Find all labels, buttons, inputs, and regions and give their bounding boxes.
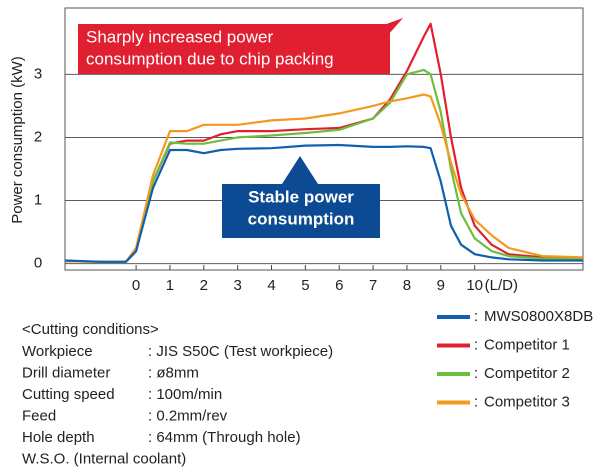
- legend-prefix: :: [474, 365, 478, 382]
- condition-label: Workpiece: [22, 343, 93, 360]
- condition-label: Feed: [22, 407, 56, 424]
- condition-value: : 0.2mm/rev: [148, 407, 228, 424]
- y-tick-label: 2: [34, 128, 42, 145]
- annotation-box: [222, 184, 380, 238]
- x-tick-label: 5: [301, 277, 309, 294]
- legend-label: Competitor 2: [484, 365, 570, 382]
- y-tick-label: 0: [34, 255, 42, 272]
- series-line: [64, 93, 584, 263]
- legend-prefix: :: [474, 393, 478, 410]
- condition-label: Hole depth: [22, 429, 95, 446]
- x-tick-label: 10: [466, 277, 483, 294]
- y-tick-label: 1: [34, 192, 42, 209]
- x-tick-label: 9: [437, 277, 445, 294]
- x-tick-label: 1: [166, 277, 174, 294]
- annotation-pointer: [282, 156, 318, 184]
- condition-label: W.S.O. (Internal coolant): [22, 450, 186, 467]
- x-tick-label: 3: [233, 277, 241, 294]
- legend-prefix: :: [474, 336, 478, 353]
- annotation-text: consumption: [248, 209, 355, 228]
- x-tick-label: 0: [132, 277, 140, 294]
- x-tick-label: 7: [369, 277, 377, 294]
- x-tick-label: 6: [335, 277, 343, 294]
- condition-label: Drill diameter: [22, 364, 110, 381]
- annotation-text: consumption due to chip packing: [86, 49, 334, 68]
- x-axis-unit: (L/D): [485, 277, 518, 294]
- condition-value: : JIS S50C (Test workpiece): [148, 343, 333, 360]
- legend-label: Competitor 1: [484, 336, 570, 353]
- conditions-title: <Cutting conditions>: [22, 321, 159, 338]
- annotation-box: [78, 24, 390, 74]
- x-tick-label: 8: [403, 277, 411, 294]
- y-tick-label: 3: [34, 65, 42, 82]
- legend-prefix: :: [474, 308, 478, 325]
- x-tick-label: 4: [267, 277, 275, 294]
- condition-value: : 64mm (Through hole): [148, 429, 301, 446]
- series-line: [64, 68, 584, 263]
- condition-value: : ø8mm: [148, 364, 199, 381]
- legend-label: Competitor 3: [484, 393, 570, 410]
- series-line: [64, 143, 583, 263]
- condition-value: : 100m/min: [148, 386, 222, 403]
- annotation-text: Stable power: [248, 187, 354, 206]
- condition-label: Cutting speed: [22, 386, 115, 403]
- y-axis-label: Power consumption (kW): [9, 56, 26, 224]
- annotation-text: Sharply increased power: [86, 27, 273, 46]
- legend-label: MWS0800X8DB: [484, 308, 593, 325]
- x-tick-label: 2: [200, 277, 208, 294]
